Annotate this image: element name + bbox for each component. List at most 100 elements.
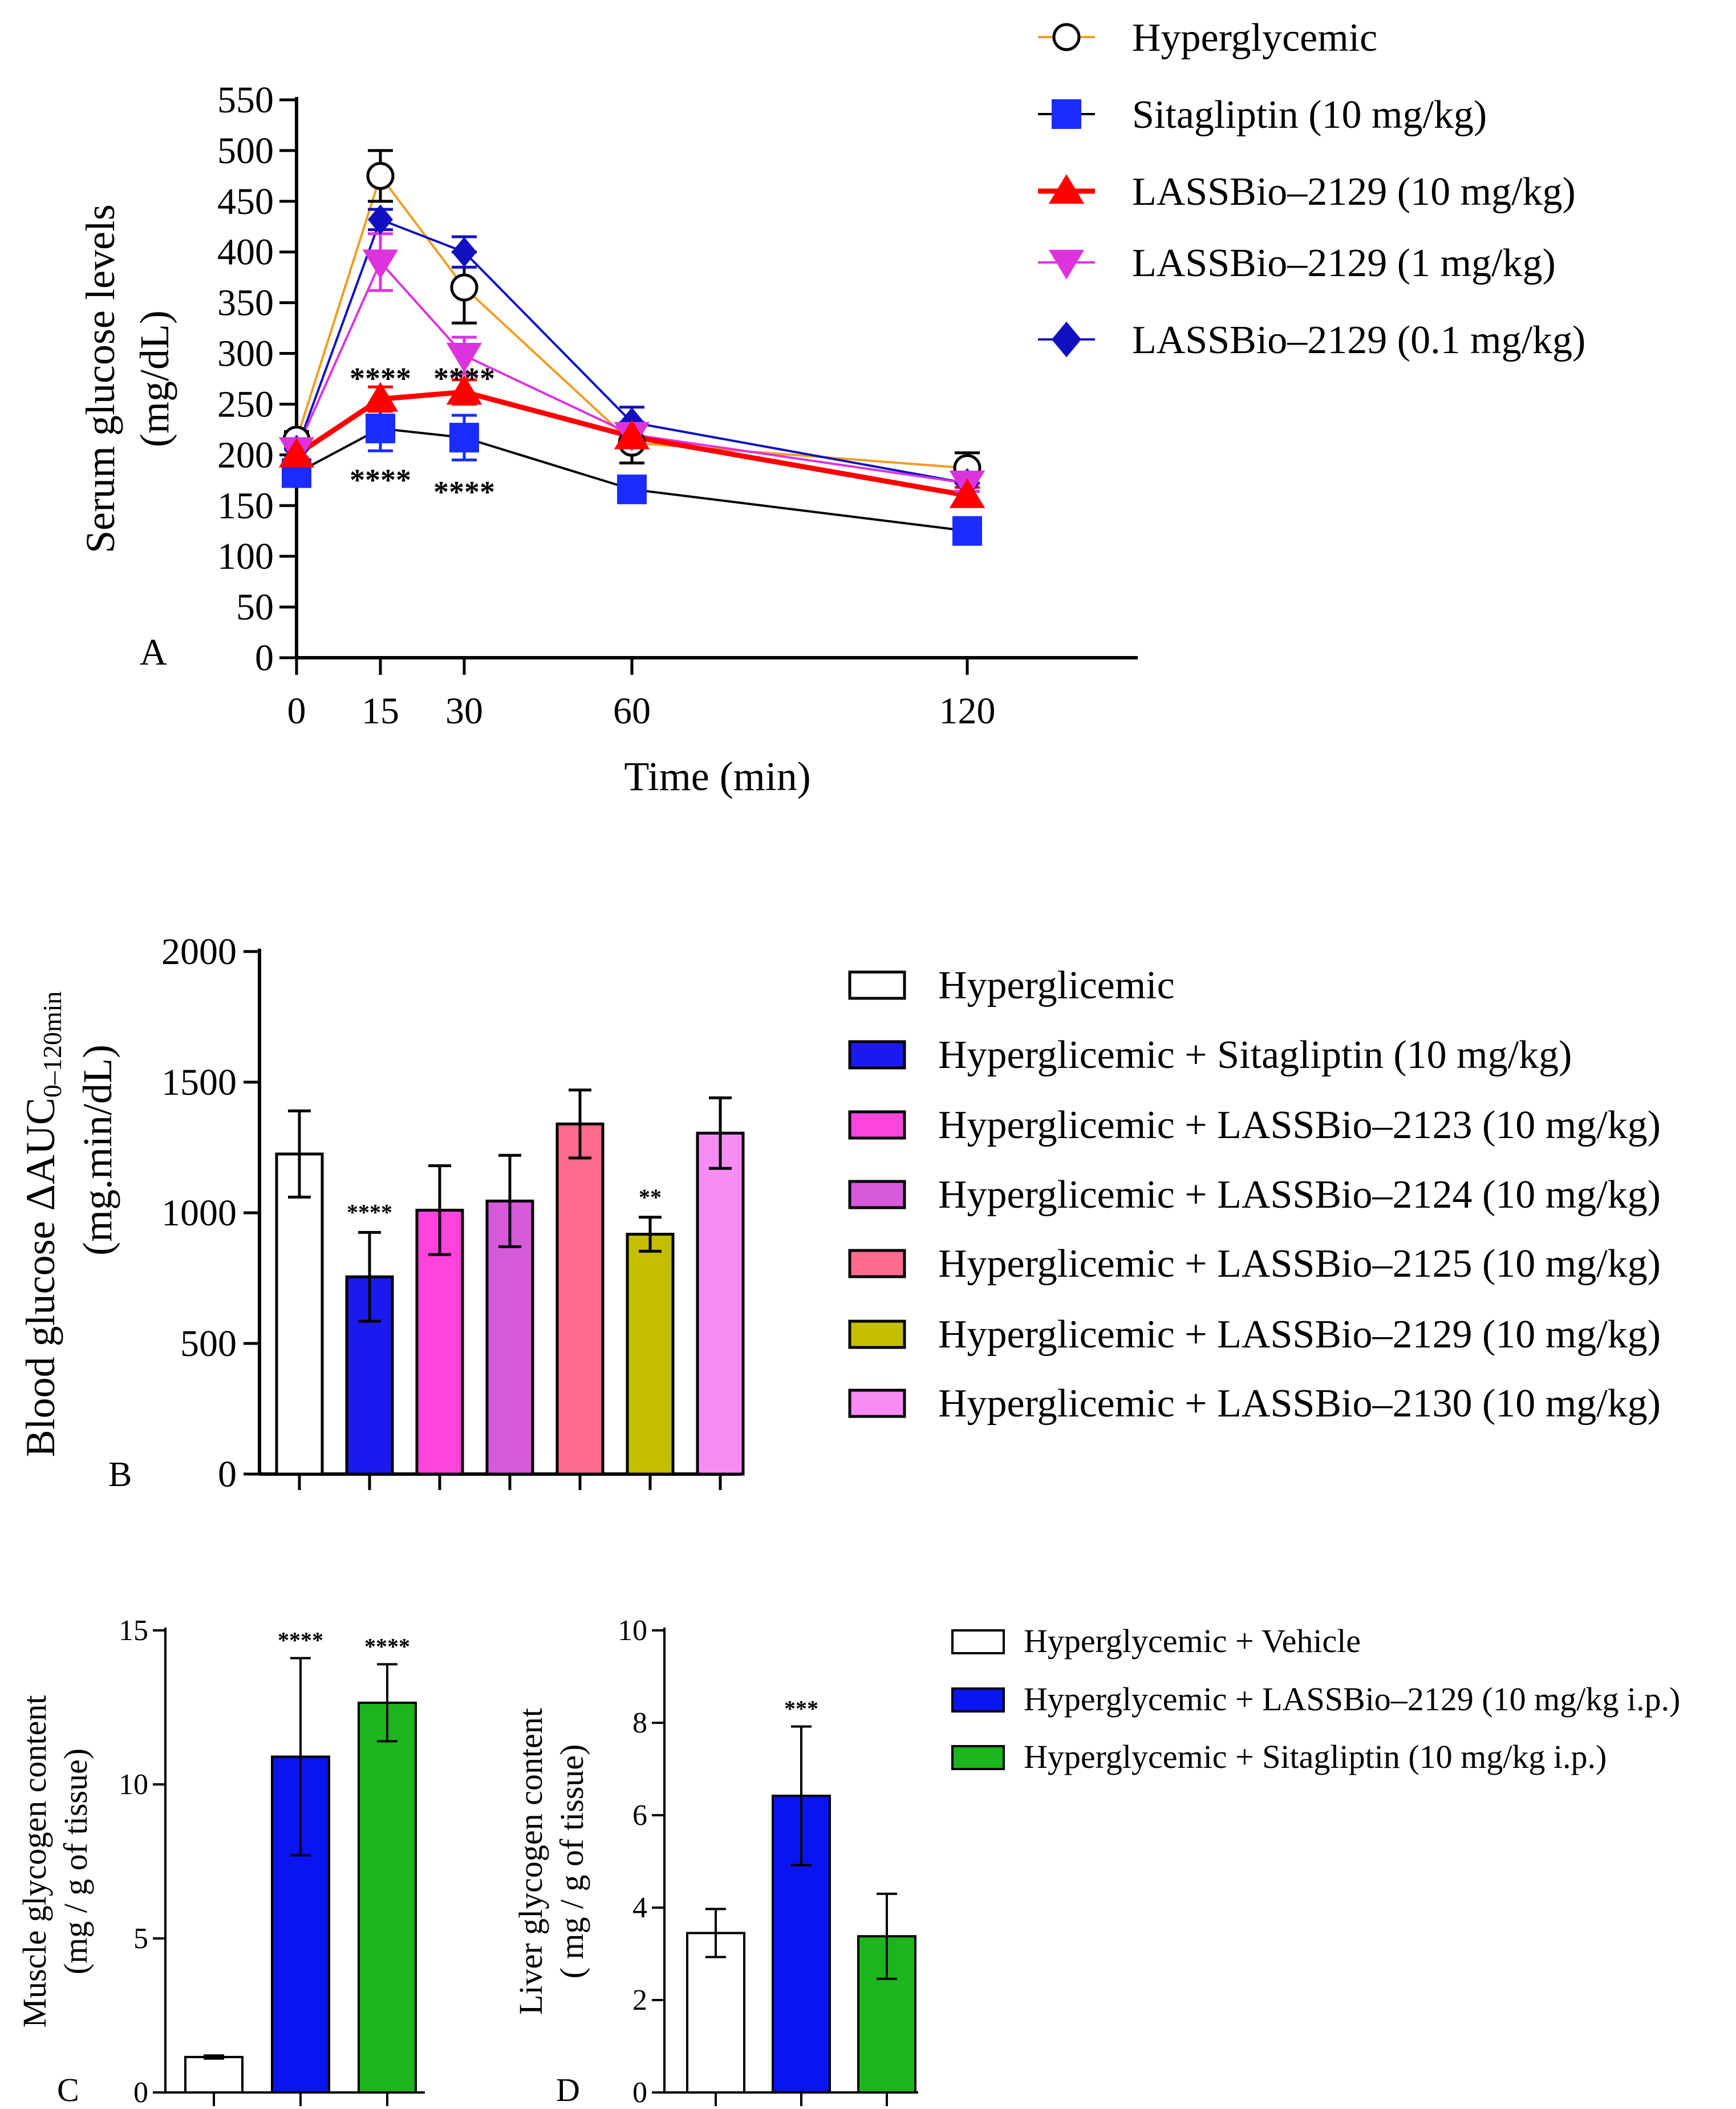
- legend-label: Hyperglycemic: [1132, 16, 1377, 60]
- legend-swatch: [951, 1629, 1005, 1654]
- x-tick-label: 30: [445, 690, 483, 732]
- y-tick-label: 1000: [161, 1192, 237, 1234]
- y-axis-title-line: Blood glucose ΔAUC: [18, 1098, 63, 1457]
- legend-swatch: [848, 970, 906, 1000]
- legend-swatch: [951, 1687, 1005, 1713]
- y-axis-title: Blood glucose ΔAUC0–120min: [18, 991, 67, 1458]
- y-tick-label: 10: [618, 1614, 647, 1647]
- y-tick-label: 250: [217, 383, 274, 425]
- y-axis-title: (mg.min/dL): [75, 1045, 120, 1256]
- legend-swatch: [848, 1040, 906, 1070]
- legend-swatch: [848, 1389, 906, 1418]
- legend-marker: [1052, 23, 1081, 51]
- legend-label: Hyperglicemic + Sitagliptin (10 mg/kg): [938, 1033, 1572, 1077]
- y-axis-title-line: Serum glucose levels: [78, 204, 123, 553]
- data-point: [949, 478, 985, 508]
- significance-label: ****: [347, 1199, 392, 1225]
- bar: [626, 1233, 675, 1476]
- y-tick-label: 200: [217, 434, 274, 476]
- panel-letter: A: [140, 632, 167, 673]
- bar: [555, 1122, 605, 1476]
- y-tick-label: 0: [218, 1454, 237, 1495]
- data-point: [452, 237, 477, 268]
- data-point: [449, 423, 479, 453]
- y-tick-label: 350: [217, 282, 274, 324]
- significance-label: **: [639, 1184, 662, 1210]
- significance-label: ****: [433, 475, 495, 509]
- y-tick-label: 450: [217, 181, 274, 222]
- y-tick-label: 100: [217, 536, 274, 577]
- x-tick-label: 120: [939, 690, 996, 732]
- significance-label: ****: [278, 1628, 323, 1653]
- significance-label: ****: [350, 463, 411, 497]
- y-tick-label: 15: [119, 1614, 148, 1647]
- significance-label: ***: [784, 1695, 818, 1721]
- data-point: [362, 382, 399, 412]
- legend-label: Hyperglycemic + Sitagliptin (10 mg/kg i.…: [1024, 1738, 1607, 1775]
- y-tick-label: 500: [217, 130, 274, 172]
- legend-label: Hyperglicemic: [938, 964, 1175, 1007]
- legend-marker: [1052, 99, 1081, 129]
- x-axis-title: Time (min): [624, 754, 810, 799]
- y-tick-label: 1500: [161, 1062, 237, 1103]
- data-point: [362, 249, 399, 280]
- y-axis-title: Liver glycogen content( mg / g of tissue…: [512, 1708, 590, 2015]
- y-tick-label: 2: [632, 1984, 647, 2017]
- bar: [696, 1131, 745, 1476]
- significance-label: ****: [364, 1633, 410, 1659]
- legend-label: LASSBio–2129 (0.1 mg/kg): [1132, 318, 1585, 362]
- y-axis-title: Muscle glycogen content (mg / g of tissue…: [16, 1695, 94, 2027]
- y-tick-label: 10: [119, 1768, 148, 1801]
- panel-c: 0 5 10 15 Muscle glycogen content (mg / g of …: [16, 1614, 425, 2109]
- legend-label: Sitagliptin (10 mg/kg): [1132, 93, 1487, 137]
- y-axis-title-subscript: 0–120min: [38, 991, 67, 1098]
- significance-label: ****: [350, 362, 411, 396]
- y-axis-title-line: ( mg / g of tissue): [553, 1744, 590, 1979]
- y-axis-title: Serum glucose levels (mg/dL): [78, 204, 177, 553]
- data-point: [450, 273, 478, 302]
- bar: [184, 2055, 244, 2094]
- y-tick-label: 6: [632, 1799, 647, 1832]
- x-tick-label: 60: [613, 690, 651, 732]
- legend-label: LASSBio–2129 (10 mg/kg): [1132, 170, 1576, 214]
- y-tick-label: 50: [236, 586, 274, 628]
- bar: [345, 1275, 394, 1476]
- y-tick-label: 500: [180, 1323, 237, 1365]
- data-point: [366, 414, 395, 444]
- data-point: [366, 161, 395, 190]
- y-axis-title-line: (mg/dL): [132, 310, 177, 447]
- legend-marker: [1052, 321, 1081, 358]
- y-tick-label: 8: [632, 1707, 647, 1739]
- y-tick-label: 300: [217, 333, 274, 375]
- y-axis-title-line: Muscle glycogen content: [16, 1695, 53, 2027]
- y-axis-title-line: (mg / g of tissue): [57, 1748, 94, 1974]
- legend-label: Hyperglicemic + LASSBio–2123 (10 mg/kg): [938, 1103, 1661, 1147]
- data-point: [278, 438, 315, 468]
- legend-label: Hyperglycemic + LASSBio–2129 (10 mg/kg i…: [1024, 1681, 1680, 1718]
- legend-label: Hyperglicemic + LASSBio–2124 (10 mg/kg): [938, 1173, 1661, 1217]
- panel-letter: D: [556, 2071, 580, 2108]
- data-point: [368, 204, 393, 235]
- y-tick-label: 150: [217, 485, 274, 527]
- y-axis-title-line: (mg.min/dL): [75, 1045, 120, 1256]
- panel-letter: B: [108, 1455, 132, 1494]
- legend-swatch: [951, 1745, 1005, 1770]
- legend-marker: [1048, 249, 1085, 280]
- x-tick-label: 0: [287, 690, 306, 732]
- y-tick-label: 400: [217, 232, 274, 273]
- legend-swatch: [848, 1249, 906, 1278]
- significance-label: ****: [433, 362, 495, 396]
- data-point: [446, 375, 482, 405]
- y-tick-label: 0: [133, 2076, 148, 2109]
- legend-label: Hyperglycemic + Vehicle: [1024, 1622, 1361, 1659]
- data-point: [617, 474, 647, 504]
- y-tick-label: 0: [632, 2076, 647, 2109]
- y-tick-label: 550: [217, 79, 274, 121]
- panel-a: 0 50 100 150 200 250 300 350 400 450 500 550 0 15 30 60…: [78, 16, 1585, 799]
- bar: [358, 1701, 417, 2094]
- legend-label: LASSBio–2129 (1 mg/kg): [1132, 241, 1556, 285]
- bar: [275, 1152, 324, 1476]
- legend-swatch: [848, 1319, 906, 1349]
- y-tick-label: 4: [632, 1892, 647, 1924]
